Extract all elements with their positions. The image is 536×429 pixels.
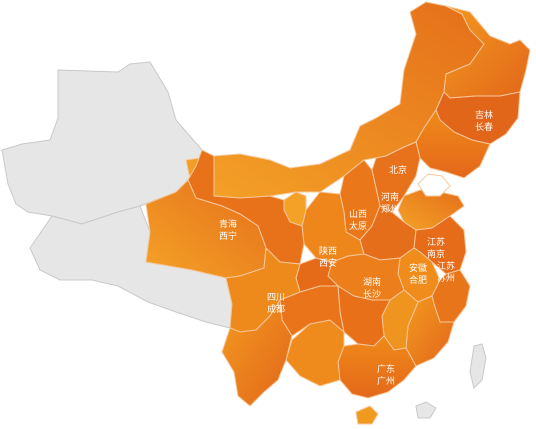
capital-name: 太原	[348, 222, 368, 232]
city-name: 北京	[388, 166, 408, 176]
hainan-region	[355, 405, 379, 425]
bohai-sea	[417, 173, 451, 197]
label-qinghai[interactable]: 青海 西宁	[219, 219, 237, 243]
label-henan[interactable]: 河南 郑州	[381, 192, 399, 216]
guangdong-region	[337, 335, 417, 399]
province-name: 四川	[266, 293, 286, 303]
province-name: 河南	[380, 193, 400, 203]
capital-name: 南京	[426, 250, 446, 260]
label-shanxi[interactable]: 山西 太原	[349, 209, 367, 233]
capital-name: 长春	[474, 123, 494, 133]
yunnan-region	[221, 298, 293, 407]
label-jiangsu-nanjing[interactable]: 江苏 南京	[427, 237, 445, 261]
capital-name: 西安	[318, 259, 338, 269]
province-name: 吉林	[474, 111, 494, 121]
capital-name: 合肥	[408, 276, 428, 286]
province-name: 广东	[376, 365, 396, 375]
label-jilin[interactable]: 吉林 长春	[475, 110, 493, 134]
province-name: 江苏	[436, 262, 456, 272]
capital-name: 广州	[376, 377, 396, 387]
label-sichuan[interactable]: 四川 成都	[267, 292, 285, 316]
province-name: 山西	[348, 210, 368, 220]
label-jiangsu-suzhou[interactable]: 江苏 苏州	[437, 261, 455, 285]
label-hunan[interactable]: 湖南 长沙	[363, 277, 381, 301]
province-name: 青海	[218, 220, 238, 230]
capital-name: 成都	[266, 305, 286, 315]
taiwan-region	[469, 343, 487, 389]
province-name: 湖南	[362, 278, 382, 288]
capital-name: 郑州	[380, 205, 400, 215]
label-anhui[interactable]: 安徽 合肥	[409, 263, 427, 287]
province-name: 安徽	[408, 264, 428, 274]
capital-name: 长沙	[362, 290, 382, 300]
capital-name: 苏州	[436, 274, 456, 284]
island-region	[415, 401, 437, 419]
province-name: 陕西	[318, 247, 338, 257]
capital-name: 西宁	[218, 232, 238, 242]
label-beijing[interactable]: 北京	[389, 165, 407, 177]
liaoning-region	[415, 108, 491, 179]
label-guangdong[interactable]: 广东 广州	[377, 364, 395, 388]
label-shaanxi[interactable]: 陕西 西安	[319, 246, 337, 270]
province-name: 江苏	[426, 238, 446, 248]
